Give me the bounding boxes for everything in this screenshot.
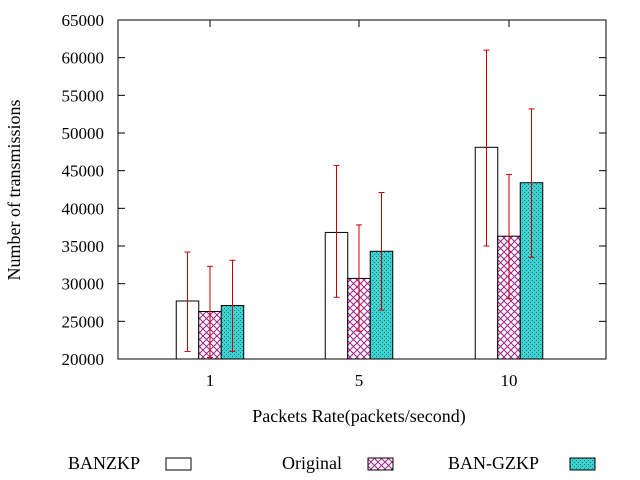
y-tick-label: 60000 — [62, 49, 105, 68]
legend-label-original: Original — [282, 453, 342, 473]
legend-label-ban-gzkp: BAN-GZKP — [448, 453, 539, 473]
y-axis-title: Number of transmissions — [4, 100, 24, 281]
legend-swatch-original — [367, 457, 394, 471]
legend-swatch-ban-gzkp — [569, 457, 596, 471]
x-tick-label: 10 — [501, 371, 518, 390]
y-tick-label: 20000 — [62, 350, 105, 369]
y-tick-label: 55000 — [62, 86, 105, 105]
x-axis-title: Packets Rate(packets/second) — [252, 406, 465, 427]
y-tick-label: 45000 — [62, 162, 105, 181]
x-tick-label: 1 — [206, 371, 215, 390]
error-bars-group — [184, 49, 535, 358]
y-tick-label: 65000 — [62, 11, 105, 30]
y-tick-label: 25000 — [62, 312, 105, 331]
y-axis: 20000 25000 30000 35000 40000 45000 50000 55000… — [62, 11, 606, 369]
y-tick-label: 30000 — [62, 275, 105, 294]
y-tick-label: 50000 — [62, 124, 105, 143]
x-tick-label: 5 — [355, 371, 364, 390]
legend: BANZKP Original BAN-GZKP — [68, 453, 596, 473]
legend-swatch-banzkp — [165, 457, 192, 471]
y-tick-label: 40000 — [62, 199, 105, 218]
legend-label-banzkp: BANZKP — [68, 453, 140, 473]
y-tick-label: 35000 — [62, 237, 105, 256]
